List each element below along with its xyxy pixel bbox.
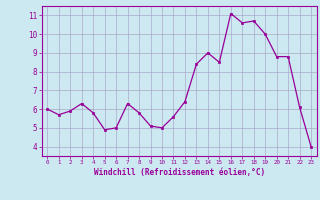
X-axis label: Windchill (Refroidissement éolien,°C): Windchill (Refroidissement éolien,°C) xyxy=(94,168,265,177)
